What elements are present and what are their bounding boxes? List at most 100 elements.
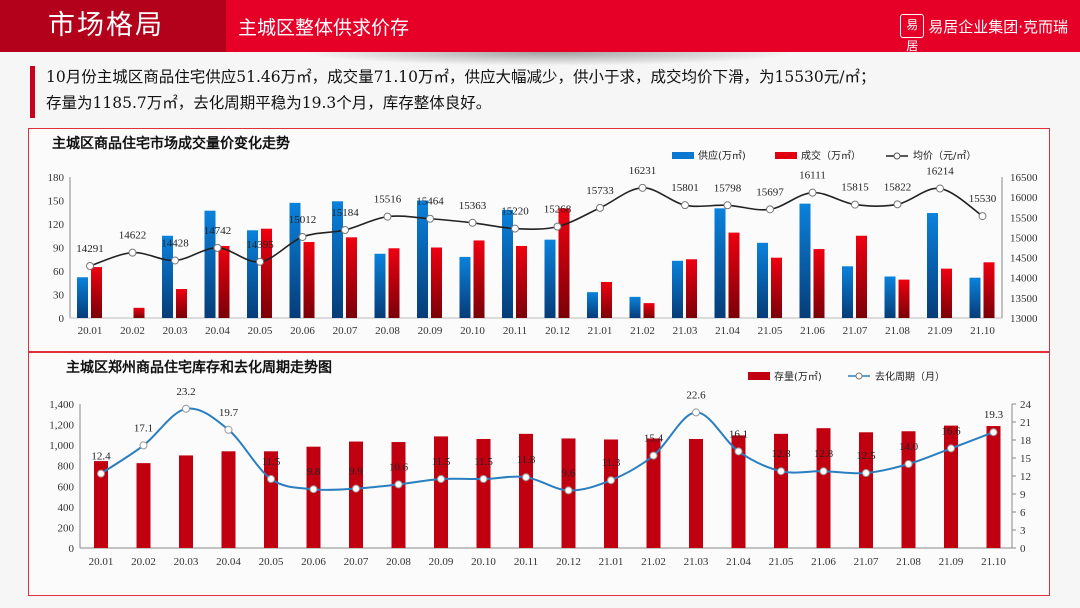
- chart1-y2-tick: 14500: [1010, 253, 1038, 265]
- inventory-bar: [179, 455, 193, 548]
- price-point: [681, 201, 689, 210]
- cycle-point: [224, 425, 233, 434]
- summary-text: 10月份主城区商品住宅供应51.46万㎡，成交量71.10万㎡，供应大幅减少，供…: [46, 64, 1066, 116]
- cycle-label: 9.8: [307, 466, 321, 478]
- price-point: [383, 212, 392, 221]
- chart2-y-tick: 1,000: [49, 440, 74, 452]
- supply-bar: [77, 277, 88, 318]
- supply-bar: [332, 201, 343, 318]
- price-point: [553, 222, 562, 231]
- deal-bar: [601, 281, 612, 318]
- chart2-x-tick: 20.12: [556, 556, 581, 568]
- chart1-x-tick: 20.11: [503, 325, 527, 337]
- cycle-label: 9.6: [562, 467, 576, 479]
- cycle-point: [607, 476, 615, 485]
- deal-bar: [431, 247, 442, 318]
- legend-supply-swatch: [672, 152, 694, 159]
- price-label: 15815: [841, 182, 869, 194]
- deal-bar: [303, 242, 315, 318]
- cycle-point: [309, 485, 318, 494]
- chart2-y2-tick: 6: [1020, 507, 1026, 519]
- chart1-y-tick: 120: [48, 219, 65, 231]
- cycle-point: [564, 486, 573, 495]
- supply-bar: [502, 209, 513, 318]
- supply-bar: [289, 202, 301, 318]
- chart2-y2-tick: 18: [1020, 435, 1032, 447]
- deal-bar: [261, 228, 272, 318]
- supply-bar: [459, 256, 471, 318]
- chart2-y2-tick: 21: [1020, 417, 1031, 429]
- inventory-bar: [689, 438, 703, 548]
- price-point: [426, 214, 434, 223]
- price-label: 15697: [756, 186, 784, 198]
- chart2-y-tick: 1,200: [49, 420, 74, 432]
- supply-bar: [247, 230, 258, 318]
- cycle-point: [522, 473, 530, 482]
- deal-bar: [516, 245, 527, 318]
- inventory-bar: [646, 438, 661, 548]
- chart2-x-tick: 21.06: [811, 556, 836, 568]
- cycle-point: [139, 441, 148, 450]
- supply-bar: [162, 235, 173, 318]
- chart1-y-tick: 60: [53, 266, 65, 278]
- chart1-x-tick: 20.04: [205, 325, 230, 337]
- cycle-label: 12.5: [856, 450, 876, 462]
- cycle-label: 12.8: [771, 448, 791, 460]
- chart1-y2-tick: 15000: [1010, 232, 1038, 244]
- cycle-point: [182, 404, 190, 413]
- chart2-x-tick: 20.05: [259, 556, 284, 568]
- chart1-x-tick: 20.08: [375, 325, 400, 337]
- price-label: 14428: [161, 237, 189, 249]
- price-point: [978, 212, 987, 221]
- price-label: 16231: [629, 165, 657, 177]
- legend-supply-label: 供应(万㎡): [698, 149, 746, 162]
- chart1-y-tick: 30: [53, 290, 65, 302]
- price-label: 15012: [289, 214, 317, 226]
- chart2-x-tick: 20.08: [386, 556, 411, 568]
- deal-bar: [941, 268, 952, 318]
- chart2-y-tick: 600: [58, 481, 75, 493]
- cycle-label: 23.2: [176, 386, 195, 398]
- chart1-x-tick: 21.06: [800, 325, 825, 337]
- cycle-point: [649, 451, 658, 460]
- cycle-label: 11.5: [474, 456, 493, 468]
- cycle-point: [862, 469, 870, 477]
- chart2-y2-tick: 12: [1020, 471, 1031, 483]
- price-label: 15268: [544, 204, 572, 216]
- cycle-label: 12.4: [91, 451, 111, 463]
- price-label: 15798: [714, 182, 742, 194]
- chart1-y2-tick: 16000: [1010, 192, 1038, 204]
- inventory-bar: [816, 428, 831, 548]
- chart1-x-tick: 21.05: [758, 325, 783, 337]
- price-point: [511, 224, 519, 233]
- cycle-point: [352, 484, 360, 493]
- cycle-label: 19.3: [984, 409, 1004, 421]
- cycle-point: [734, 447, 743, 456]
- price-point: [808, 188, 817, 197]
- chart2-x-tick: 21.08: [896, 556, 921, 568]
- inventory-bar: [774, 433, 788, 548]
- price-point: [298, 232, 307, 241]
- price-label: 14622: [119, 230, 147, 242]
- deal-bar: [388, 248, 400, 318]
- price-label: 15184: [331, 207, 359, 219]
- chart1-x-tick: 21.08: [885, 325, 910, 337]
- header-shadow: [300, 52, 800, 66]
- inventory-bar: [94, 461, 108, 548]
- inventory-bar: [901, 431, 916, 548]
- cycle-label: 17.1: [134, 422, 153, 434]
- cycle-label: 10.6: [389, 461, 409, 473]
- summary-line-1: 10月份主城区商品住宅供应51.46万㎡，成交量71.10万㎡，供应大幅减少，供…: [46, 68, 876, 86]
- chart1-x-tick: 21.02: [630, 325, 655, 337]
- chart2-x-tick: 20.04: [216, 556, 241, 568]
- price-point: [893, 200, 902, 209]
- chart2-x-tick: 20.10: [471, 556, 496, 568]
- chart1-y-tick: 90: [53, 243, 65, 255]
- price-label: 15530: [969, 193, 997, 205]
- chart2-x-tick: 21.05: [769, 556, 794, 568]
- cycle-label: 16.6: [941, 425, 961, 437]
- chart1-x-tick: 21.09: [928, 325, 953, 337]
- deal-bar: [643, 303, 655, 318]
- price-point: [723, 201, 732, 210]
